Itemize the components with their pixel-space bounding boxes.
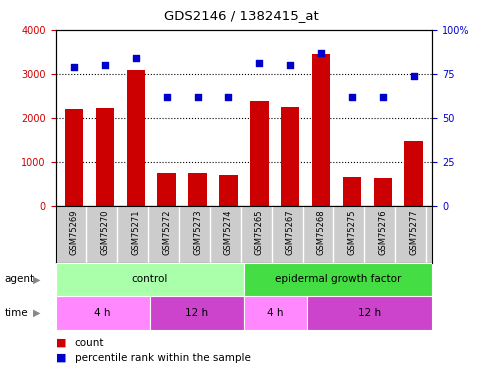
Text: GSM75272: GSM75272 <box>162 209 171 255</box>
Bar <box>157 173 176 206</box>
Point <box>256 60 263 66</box>
Point <box>194 94 201 100</box>
Text: agent: agent <box>5 274 35 284</box>
Text: GSM75270: GSM75270 <box>100 209 110 255</box>
Text: 4 h: 4 h <box>94 308 111 318</box>
Point <box>132 55 140 61</box>
Text: GSM75269: GSM75269 <box>70 209 79 255</box>
Point <box>70 64 78 70</box>
Bar <box>188 173 207 206</box>
Point <box>101 62 109 68</box>
Point <box>348 94 356 100</box>
Text: percentile rank within the sample: percentile rank within the sample <box>75 353 251 363</box>
Text: GSM75277: GSM75277 <box>409 209 418 255</box>
Bar <box>250 101 269 206</box>
Text: GSM75271: GSM75271 <box>131 209 141 255</box>
Point <box>225 94 232 100</box>
Text: control: control <box>131 274 168 284</box>
Text: GSM75267: GSM75267 <box>286 209 295 255</box>
Bar <box>56 296 150 330</box>
Bar <box>343 177 361 206</box>
Text: GSM75265: GSM75265 <box>255 209 264 255</box>
Text: GSM75273: GSM75273 <box>193 209 202 255</box>
Bar <box>56 262 244 296</box>
Text: epidermal growth factor: epidermal growth factor <box>275 274 401 284</box>
Bar <box>244 262 432 296</box>
Text: 4 h: 4 h <box>267 308 284 318</box>
Bar <box>374 178 392 206</box>
Bar <box>127 70 145 206</box>
Point <box>163 94 170 100</box>
Point <box>379 94 387 100</box>
Text: ■: ■ <box>56 338 66 348</box>
Point <box>286 62 294 68</box>
Bar <box>244 296 307 330</box>
Text: GSM75268: GSM75268 <box>317 209 326 255</box>
Text: 12 h: 12 h <box>185 308 208 318</box>
Bar <box>150 296 244 330</box>
Bar <box>281 107 299 206</box>
Bar <box>65 110 84 206</box>
Text: ▶: ▶ <box>32 274 40 284</box>
Bar <box>219 174 238 206</box>
Bar <box>404 141 423 206</box>
Bar <box>307 296 432 330</box>
Text: GSM75276: GSM75276 <box>378 209 387 255</box>
Text: ■: ■ <box>56 353 66 363</box>
Text: 12 h: 12 h <box>358 308 381 318</box>
Point <box>317 50 325 56</box>
Text: GSM75275: GSM75275 <box>347 209 356 255</box>
Point <box>410 73 418 79</box>
Text: ▶: ▶ <box>32 308 40 318</box>
Text: GDS2146 / 1382415_at: GDS2146 / 1382415_at <box>164 9 319 22</box>
Text: count: count <box>75 338 104 348</box>
Text: GSM75274: GSM75274 <box>224 209 233 255</box>
Bar <box>96 108 114 206</box>
Bar <box>312 54 330 206</box>
Text: time: time <box>5 308 28 318</box>
